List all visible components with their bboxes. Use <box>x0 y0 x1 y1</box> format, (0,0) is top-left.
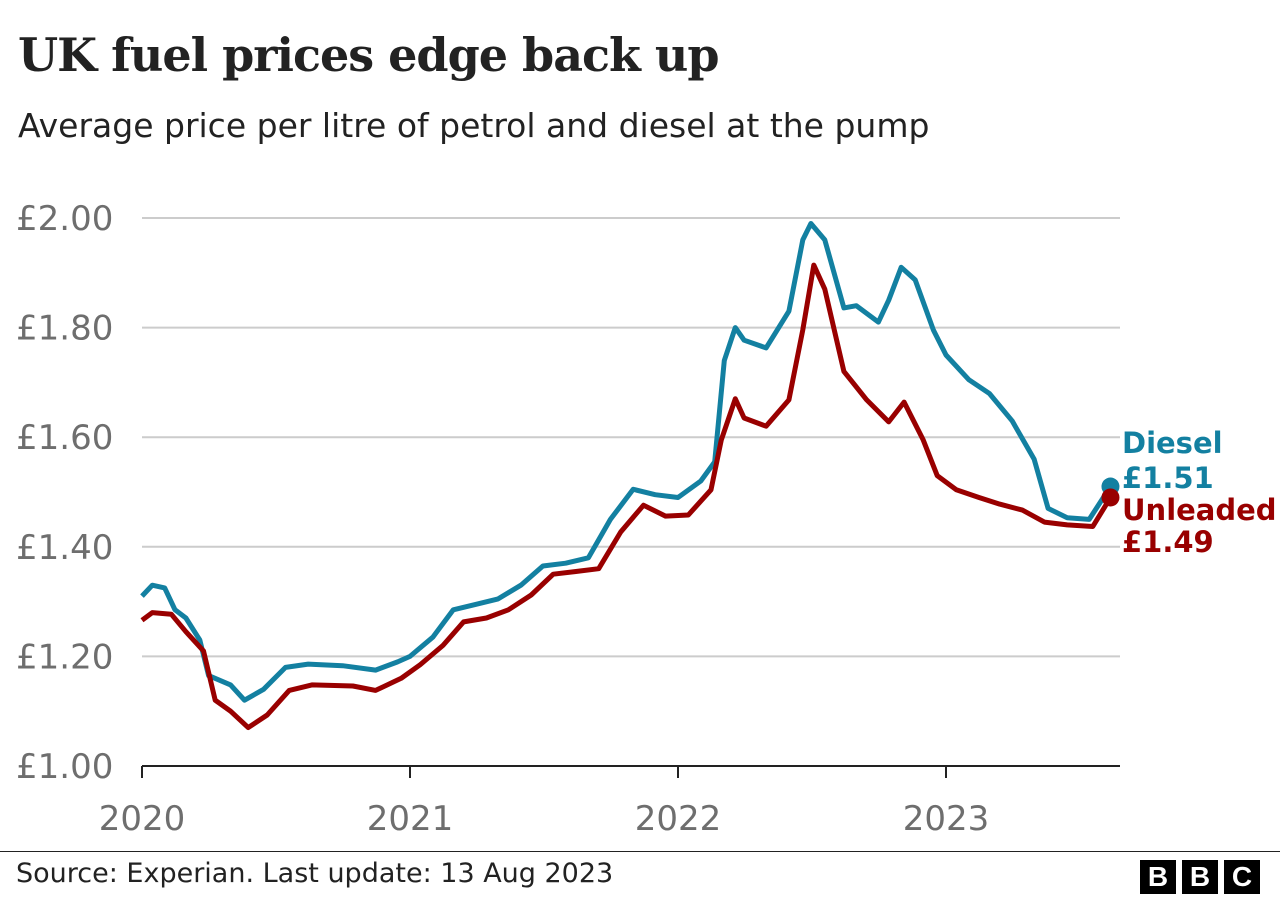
y-tick-label: £1.00 <box>16 747 113 787</box>
series-end-value: £1.49 <box>1122 525 1214 559</box>
logo-letter: B <box>1182 860 1218 894</box>
bbc-logo: B B C <box>1140 860 1260 894</box>
end-point-unleaded <box>1101 488 1120 507</box>
x-tick-label: 2023 <box>903 799 990 839</box>
footer-divider <box>0 851 1280 852</box>
y-tick-label: £1.20 <box>16 637 113 677</box>
x-tick-label: 2020 <box>99 799 186 839</box>
series-end-value: £1.51 <box>1122 461 1214 495</box>
y-tick-label: £1.80 <box>16 309 113 349</box>
series-line-diesel <box>140 221 1113 703</box>
logo-letter: B <box>1140 860 1176 894</box>
y-tick-label: £1.40 <box>16 528 113 568</box>
series-label: Diesel <box>1122 426 1223 460</box>
x-tick-label: 2021 <box>367 799 454 839</box>
y-tick-label: £1.60 <box>16 418 113 458</box>
logo-letter: C <box>1224 860 1260 894</box>
series-label: Unleaded <box>1122 493 1277 527</box>
x-tick-label: 2022 <box>635 799 722 839</box>
series-line-unleaded <box>140 262 1113 731</box>
y-tick-label: £2.00 <box>16 199 113 239</box>
source-note: Source: Experian. Last update: 13 Aug 20… <box>16 858 614 889</box>
chart-title: UK fuel prices edge back up <box>18 28 720 82</box>
line-chart: £1.00 £1.20 £1.40 £1.60 £1.80 £2.00 2020 2021 20… <box>16 199 1277 839</box>
chart-subtitle: Average price per litre of petrol and di… <box>18 106 930 145</box>
